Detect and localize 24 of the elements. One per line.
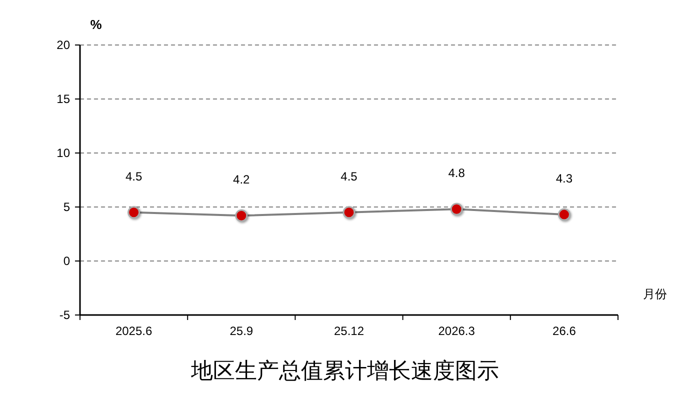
- text: 地区生产总值累计增长速度图示: [190, 358, 499, 383]
- x-tick-label: 25.9: [230, 324, 254, 338]
- data-label: 4.8: [448, 166, 466, 180]
- y-tick-label: 10: [56, 146, 70, 160]
- y-tick-label: 15: [56, 92, 70, 106]
- x-axis-title: 月份: [643, 287, 667, 301]
- point: [450, 202, 463, 216]
- x-tick-label: 26.6: [552, 324, 576, 338]
- x-tick-label: 2025.6: [115, 324, 152, 338]
- y-axis-title: %: [90, 17, 102, 32]
- x-tick-label: 2026.3: [438, 324, 476, 338]
- y-tick-label: 0: [63, 254, 70, 268]
- point: [558, 208, 570, 221]
- y-tick-label: -5: [59, 308, 70, 322]
- y-tick-label: 5: [63, 200, 70, 214]
- data-label: 4.5: [125, 169, 142, 184]
- point: [235, 209, 248, 222]
- x-tick-label: 25.12: [334, 324, 364, 338]
- point: [128, 206, 140, 219]
- data-label: 4.3: [556, 172, 573, 186]
- y-tick-label: 20: [56, 38, 70, 52]
- data-label: 4.2: [233, 172, 250, 187]
- data-label: 4.5: [340, 169, 358, 184]
- point: [342, 206, 356, 219]
